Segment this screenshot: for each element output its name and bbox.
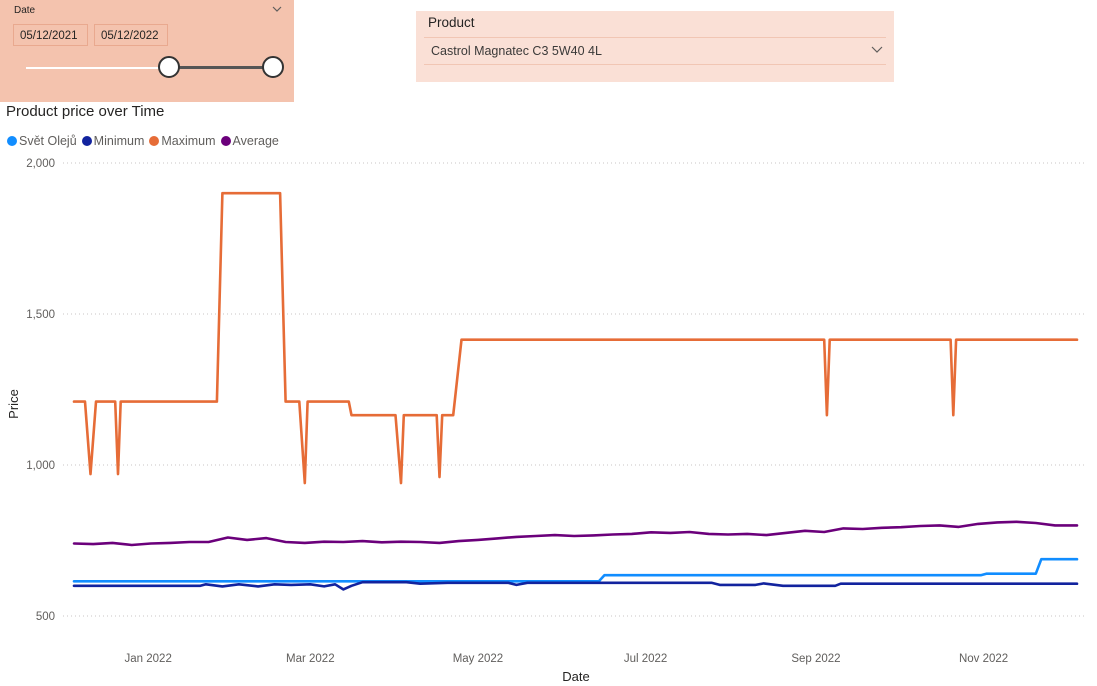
legend-marker — [7, 136, 17, 146]
date-to-input[interactable]: 05/12/2022 — [94, 24, 168, 46]
y-tick-label: 1,000 — [26, 460, 55, 472]
date-slicer: Date 05/12/2021 05/12/2022 — [0, 0, 294, 102]
y-tick-label: 2,000 — [26, 158, 55, 170]
product-dropdown[interactable]: Castrol Magnatec C3 5W40 4L — [424, 37, 886, 65]
series-line-sv-t-olej- — [72, 557, 1079, 583]
x-tick-label: May 2022 — [453, 653, 504, 665]
legend-label: Svět Olejů — [19, 134, 77, 148]
legend-item[interactable]: Maximum — [149, 134, 216, 148]
chart-legend: Svět Olejů Minimum Maximum Average — [7, 133, 284, 149]
slider-handle-start[interactable] — [158, 56, 180, 78]
legend-label: Minimum — [93, 134, 145, 148]
x-tick-label: Jan 2022 — [125, 653, 172, 665]
chevron-down-icon[interactable] — [272, 4, 282, 14]
x-tick-label: Sep 2022 — [791, 653, 840, 665]
product-dropdown-value: Castrol Magnatec C3 5W40 4L — [431, 44, 602, 58]
x-tick-label: Mar 2022 — [286, 653, 335, 665]
slider-track-inactive — [26, 67, 169, 69]
y-tick-label: 1,500 — [26, 309, 55, 321]
product-slicer: Product Castrol Magnatec C3 5W40 4L — [416, 11, 894, 82]
legend-marker — [81, 136, 92, 146]
slider-track-active — [169, 66, 273, 69]
legend-marker — [220, 136, 231, 146]
slider-handle-end[interactable] — [262, 56, 284, 78]
y-axis-title: Price — [6, 389, 21, 419]
x-tick-label: Jul 2022 — [624, 653, 667, 665]
date-from-input[interactable]: 05/12/2021 — [13, 24, 88, 46]
product-slicer-title: Product — [428, 15, 475, 30]
y-tick-label: 500 — [36, 611, 55, 623]
legend-item[interactable]: Average — [220, 134, 279, 148]
chevron-down-icon — [871, 46, 883, 53]
legend-label: Average — [232, 134, 279, 148]
chart-title: Product price over Time — [6, 103, 165, 120]
series-line-average — [72, 520, 1079, 547]
line-chart: 500 1,000 1,500 2,000 Jan 2022 Mar 2022 May 20… — [6, 158, 1085, 684]
legend-label: Maximum — [161, 134, 216, 148]
x-tick-label: Nov 2022 — [959, 653, 1008, 665]
legend-marker — [149, 136, 160, 146]
series-line-minimum — [72, 580, 1079, 591]
legend-item[interactable]: Minimum — [81, 134, 145, 148]
date-slicer-title: Date — [14, 5, 36, 16]
legend-item[interactable]: Svět Olejů — [7, 134, 77, 148]
x-axis-title: Date — [562, 669, 589, 684]
series-line-maximum — [72, 191, 1079, 485]
